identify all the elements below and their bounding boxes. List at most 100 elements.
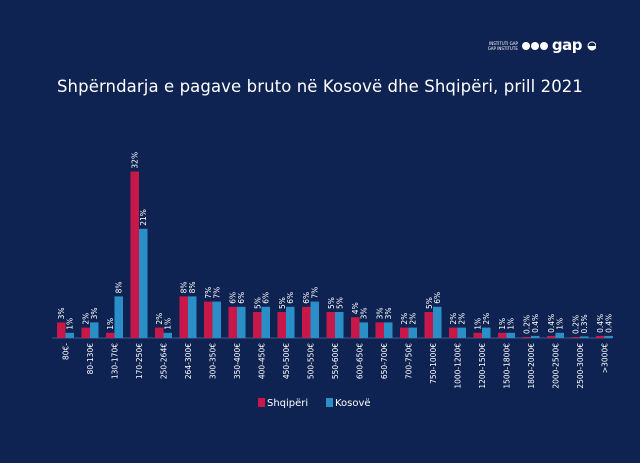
legend-label-kosove: Kosovë — [335, 398, 371, 409]
bar-kosove — [408, 327, 417, 338]
category-label: 1000-1200€ — [454, 343, 463, 389]
data-label: 3% — [384, 307, 393, 319]
bar-kosove — [506, 332, 515, 338]
data-label: 0.3% — [580, 314, 589, 333]
data-label: 3% — [57, 307, 66, 319]
chart-title: Shpërndarja e pagave bruto në Kosovë dhe… — [56, 77, 583, 96]
legend-swatch-kosove — [326, 398, 333, 407]
data-label: 5% — [425, 297, 434, 309]
bar-shqiperi — [449, 327, 458, 338]
data-label: 2% — [482, 313, 491, 325]
data-label: 8% — [115, 281, 124, 293]
data-label: 6% — [237, 292, 246, 304]
data-label: 2% — [400, 313, 409, 325]
bar-shqiperi — [498, 332, 507, 338]
bar-shqiperi — [547, 335, 556, 338]
data-label: 1% — [474, 318, 483, 330]
bar-shqiperi — [326, 312, 335, 338]
bar-shqiperi — [253, 312, 262, 338]
bar-kosove — [482, 327, 491, 338]
bar-kosove — [163, 332, 172, 338]
category-label: 350-400€ — [233, 343, 242, 379]
data-label: 3% — [90, 307, 99, 319]
data-label: 8% — [180, 281, 189, 293]
data-label: 0.2% — [523, 315, 532, 334]
category-label: 450-500€ — [282, 343, 291, 379]
bar-shqiperi — [277, 312, 286, 338]
bar-shqiperi — [106, 332, 115, 338]
legend-label-shqiperi: Shqipëri — [267, 398, 308, 409]
bar-shqiperi — [596, 335, 605, 338]
bar-shqiperi — [130, 171, 139, 338]
data-label: 6% — [302, 292, 311, 304]
bar-shqiperi — [57, 322, 66, 338]
data-label: 5% — [327, 297, 336, 309]
data-label: 3% — [376, 307, 385, 319]
bar-kosove — [555, 332, 564, 338]
category-label: 600-650€ — [356, 343, 365, 379]
bar-shqiperi — [473, 332, 482, 338]
data-label: 0.4% — [531, 314, 540, 333]
bar-kosove — [359, 322, 368, 338]
category-label: 1500-1800€ — [503, 343, 512, 389]
bar-kosove — [531, 335, 540, 338]
logo-line-2: GAP INSTITUTE — [487, 45, 518, 51]
bar-shqiperi — [302, 306, 311, 338]
data-label: 2% — [409, 313, 418, 325]
bar-shqiperi — [155, 327, 164, 338]
data-label: 1% — [498, 318, 507, 330]
bar-kosove — [212, 301, 221, 338]
bar-kosove — [335, 312, 344, 338]
data-label: 7% — [213, 287, 222, 299]
data-label: 1% — [164, 318, 173, 330]
category-label: 500-550€ — [307, 343, 316, 379]
data-label: 1% — [66, 318, 75, 330]
gap-institute-logo: INSTITUTI GAP GAP INSTITUTE gap — [488, 38, 596, 53]
bar-shqiperi — [81, 327, 90, 338]
category-label: 1800-2000€ — [527, 343, 536, 389]
data-label: 0.2% — [572, 315, 581, 334]
category-label: 700-750€ — [405, 343, 414, 379]
bar-shqiperi — [351, 317, 360, 338]
data-label: 6% — [286, 292, 295, 304]
category-label: >3000€ — [601, 343, 610, 373]
bar-kosove — [114, 296, 123, 338]
category-label: 550-600€ — [331, 343, 340, 379]
data-label: 4% — [351, 302, 360, 314]
bar-shqiperi — [179, 296, 188, 338]
data-label: 8% — [188, 281, 197, 293]
category-label: 300-350€ — [209, 343, 218, 379]
logo-halfmoon-icon — [587, 41, 596, 50]
data-label: 2% — [155, 313, 164, 325]
data-label: 6% — [433, 292, 442, 304]
category-label: 80€- — [62, 343, 71, 360]
logo-wordmark: gap — [551, 36, 583, 54]
bar-shqiperi — [424, 312, 433, 338]
data-label: 5% — [278, 297, 287, 309]
data-label: 21% — [139, 209, 148, 226]
data-label: 2% — [449, 313, 458, 325]
data-label: 6% — [229, 292, 238, 304]
bar-shqiperi — [400, 327, 409, 338]
bar-kosove — [433, 306, 442, 338]
data-label: 5% — [335, 297, 344, 309]
category-label: 2500-3000€ — [576, 343, 585, 389]
bar-kosove — [286, 306, 295, 338]
data-label: 32% — [131, 152, 140, 169]
category-label: 264-300€ — [184, 343, 193, 379]
bar-kosove — [580, 336, 589, 338]
bar-kosove — [384, 322, 393, 338]
category-label: 80-130€ — [86, 343, 95, 375]
bar-kosove — [90, 322, 99, 338]
category-label: 750-1000€ — [429, 343, 438, 384]
legend-swatch-shqiperi — [258, 398, 265, 407]
data-label: 0.4% — [547, 314, 556, 333]
data-label: 5% — [253, 297, 262, 309]
data-label: 0.4% — [605, 314, 614, 333]
bar-kosove — [310, 301, 319, 338]
data-label: 6% — [262, 292, 271, 304]
logo-line-1: INSTITUTI GAP — [489, 40, 518, 46]
data-label: 1% — [556, 318, 565, 330]
logo-institute-text: INSTITUTI GAP GAP INSTITUTE — [488, 41, 518, 51]
